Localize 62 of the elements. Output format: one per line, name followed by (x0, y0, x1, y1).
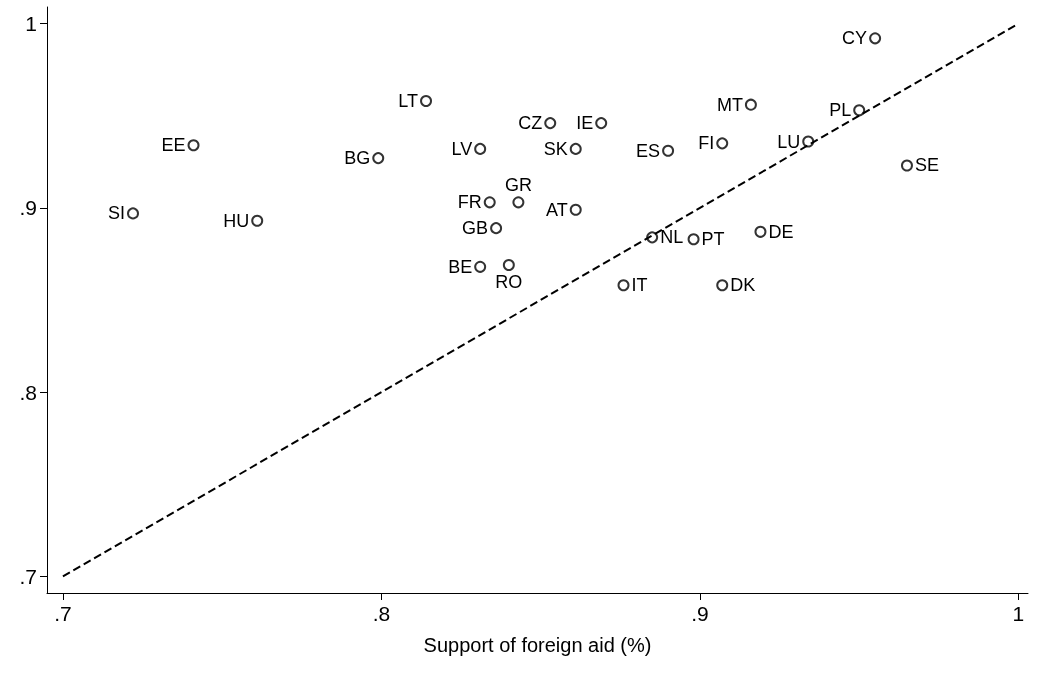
point (187, 139, 200, 152)
annotation: LU (777, 131, 801, 152)
point (853, 104, 866, 117)
annotation: AT (546, 199, 568, 220)
annotation: IE (576, 113, 594, 134)
annotation: PL (829, 100, 852, 121)
point (900, 159, 913, 172)
annotation: BE (448, 256, 473, 277)
point (662, 144, 675, 157)
point (716, 137, 729, 150)
annotation: ES (636, 140, 661, 161)
point (474, 142, 487, 155)
annotation: HU (223, 210, 250, 231)
point (490, 222, 503, 235)
annotation: LT (398, 90, 419, 111)
y-tick-label: .8 (19, 380, 37, 404)
point (617, 279, 630, 292)
point (420, 94, 433, 107)
annotation: FI (698, 133, 715, 154)
point (716, 279, 729, 292)
y-tick-label: 1 (25, 12, 37, 36)
point (251, 214, 264, 227)
annotation: SI (107, 203, 125, 224)
x-tick-label: .8 (372, 602, 391, 625)
annotation: EE (161, 135, 186, 156)
point (595, 117, 608, 130)
annotation: BG (344, 148, 371, 169)
x-tick-label: .9 (691, 602, 709, 625)
point (802, 135, 815, 148)
annotation: LV (451, 138, 473, 159)
point (502, 258, 515, 271)
point (372, 152, 385, 165)
annotation: GB (462, 218, 489, 239)
point (474, 260, 487, 273)
annotation: CZ (518, 113, 543, 134)
point (569, 142, 582, 155)
annotation: RO (495, 271, 523, 292)
annotation: IT (631, 275, 648, 296)
annotation: SK (543, 138, 568, 159)
x-tick-label: 1 (1012, 602, 1025, 625)
annotation: DE (768, 221, 794, 242)
x-axis-title: Support of foreign aid (%) (423, 634, 652, 656)
y-tick-label: .7 (19, 564, 37, 588)
point (744, 98, 757, 111)
annotation: PT (701, 229, 725, 250)
annotation: CY (842, 28, 868, 49)
point (569, 203, 582, 216)
annotation: NL (660, 227, 684, 248)
annotation: DK (730, 275, 756, 296)
point (869, 32, 882, 45)
annotation: SE (914, 155, 939, 176)
point (127, 207, 139, 220)
point (544, 117, 557, 130)
annotation: FR (457, 192, 482, 213)
point (754, 225, 767, 238)
y-tick-label: .9 (19, 196, 37, 220)
point (483, 196, 496, 209)
annotation: GR (504, 175, 532, 196)
point (512, 196, 525, 209)
x-tick-label: .7 (54, 602, 72, 625)
point (687, 233, 700, 246)
annotation: MT (716, 94, 743, 115)
